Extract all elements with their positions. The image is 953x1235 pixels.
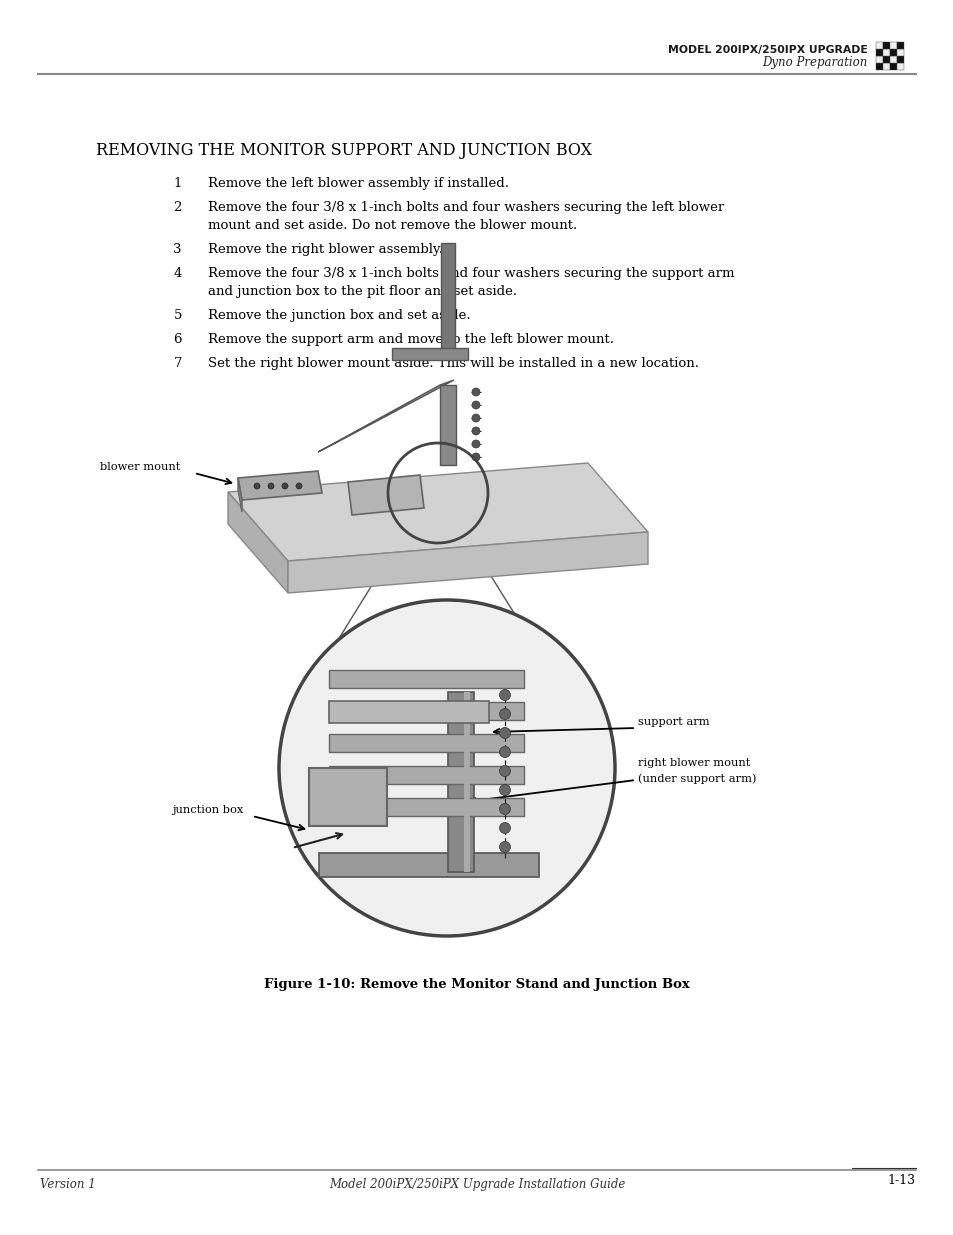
Circle shape [295, 483, 302, 489]
Bar [882, 56, 889, 63]
Bar [309, 768, 387, 826]
Circle shape [472, 414, 479, 422]
Text: blower mount: blower mount [100, 462, 180, 472]
Circle shape [499, 727, 510, 739]
Circle shape [472, 401, 479, 409]
Text: 4: 4 [173, 267, 182, 280]
Text: Set the right blower mount aside. This will be installed in a new location.: Set the right blower mount aside. This w… [208, 357, 699, 370]
Bar [882, 42, 889, 49]
Bar [875, 49, 882, 56]
Bar [329, 798, 523, 816]
Circle shape [499, 709, 510, 720]
Bar [896, 56, 903, 63]
Text: Remove the left blower assembly if installed.: Remove the left blower assembly if insta… [208, 177, 509, 190]
Text: Remove the right blower assembly.: Remove the right blower assembly. [208, 243, 442, 256]
Bar [463, 692, 470, 872]
Polygon shape [228, 492, 288, 593]
Bar [875, 63, 882, 70]
Text: 1: 1 [173, 177, 182, 190]
Circle shape [268, 483, 274, 489]
Text: Remove the junction box and set aside.: Remove the junction box and set aside. [208, 309, 470, 322]
Bar [329, 766, 523, 784]
Bar [439, 385, 456, 466]
Bar [889, 42, 896, 49]
Circle shape [282, 483, 288, 489]
Bar [882, 63, 889, 70]
Text: Remove the four 3/8 x 1-inch bolts and four washers securing the left blower: Remove the four 3/8 x 1-inch bolts and f… [208, 201, 723, 214]
Circle shape [472, 453, 479, 461]
Bar [318, 853, 538, 877]
Circle shape [499, 746, 510, 757]
Circle shape [499, 823, 510, 834]
Circle shape [278, 600, 615, 936]
Circle shape [472, 440, 479, 448]
Bar [889, 63, 896, 70]
Circle shape [472, 427, 479, 435]
Text: right blower mount: right blower mount [638, 758, 750, 768]
Bar [448, 692, 474, 872]
Circle shape [472, 388, 479, 396]
Circle shape [253, 483, 260, 489]
Polygon shape [237, 471, 322, 500]
Bar [875, 56, 882, 63]
Text: junction box: junction box [172, 805, 243, 815]
Bar [875, 42, 882, 49]
Polygon shape [228, 463, 647, 561]
Bar [889, 56, 896, 63]
Text: Version 1: Version 1 [40, 1178, 95, 1191]
Bar [392, 348, 468, 359]
Text: 6: 6 [173, 333, 182, 346]
Circle shape [499, 689, 510, 700]
Bar [896, 49, 903, 56]
Text: REMOVING THE MONITOR SUPPORT AND JUNCTION BOX: REMOVING THE MONITOR SUPPORT AND JUNCTIO… [96, 142, 592, 159]
Text: 7: 7 [173, 357, 182, 370]
Text: mount and set aside. Do not remove the blower mount.: mount and set aside. Do not remove the b… [208, 219, 577, 232]
Bar [896, 63, 903, 70]
Text: Dyno Preparation: Dyno Preparation [761, 56, 867, 69]
Text: (under support arm): (under support arm) [638, 773, 756, 783]
Bar [882, 49, 889, 56]
Bar [329, 671, 523, 688]
Text: MODEL 200IPX/250IPX UPGRADE: MODEL 200IPX/250IPX UPGRADE [667, 44, 867, 56]
Text: 2: 2 [173, 201, 182, 214]
Circle shape [499, 784, 510, 795]
Bar [896, 42, 903, 49]
Text: 5: 5 [173, 309, 182, 322]
Bar [329, 734, 523, 752]
Text: Model 200iPX/250iPX Upgrade Installation Guide: Model 200iPX/250iPX Upgrade Installation… [329, 1178, 624, 1191]
Bar [889, 49, 896, 56]
Circle shape [499, 841, 510, 852]
Circle shape [499, 804, 510, 815]
Text: 1-13: 1-13 [887, 1174, 915, 1187]
Text: 3: 3 [173, 243, 182, 256]
Polygon shape [288, 532, 647, 593]
Text: and junction box to the pit floor and set aside.: and junction box to the pit floor and se… [208, 285, 517, 298]
Text: Remove the four 3/8 x 1-inch bolts and four washers securing the support arm: Remove the four 3/8 x 1-inch bolts and f… [208, 267, 734, 280]
Text: Figure 1-10: Remove the Monitor Stand and Junction Box: Figure 1-10: Remove the Monitor Stand an… [264, 978, 689, 990]
Text: Remove the support arm and move to the left blower mount.: Remove the support arm and move to the l… [208, 333, 614, 346]
Bar [440, 243, 455, 354]
Polygon shape [237, 478, 242, 513]
Bar [329, 701, 523, 720]
Circle shape [499, 766, 510, 777]
Text: support arm: support arm [638, 718, 709, 727]
Bar [329, 701, 489, 722]
Polygon shape [348, 475, 423, 515]
Polygon shape [317, 380, 454, 452]
